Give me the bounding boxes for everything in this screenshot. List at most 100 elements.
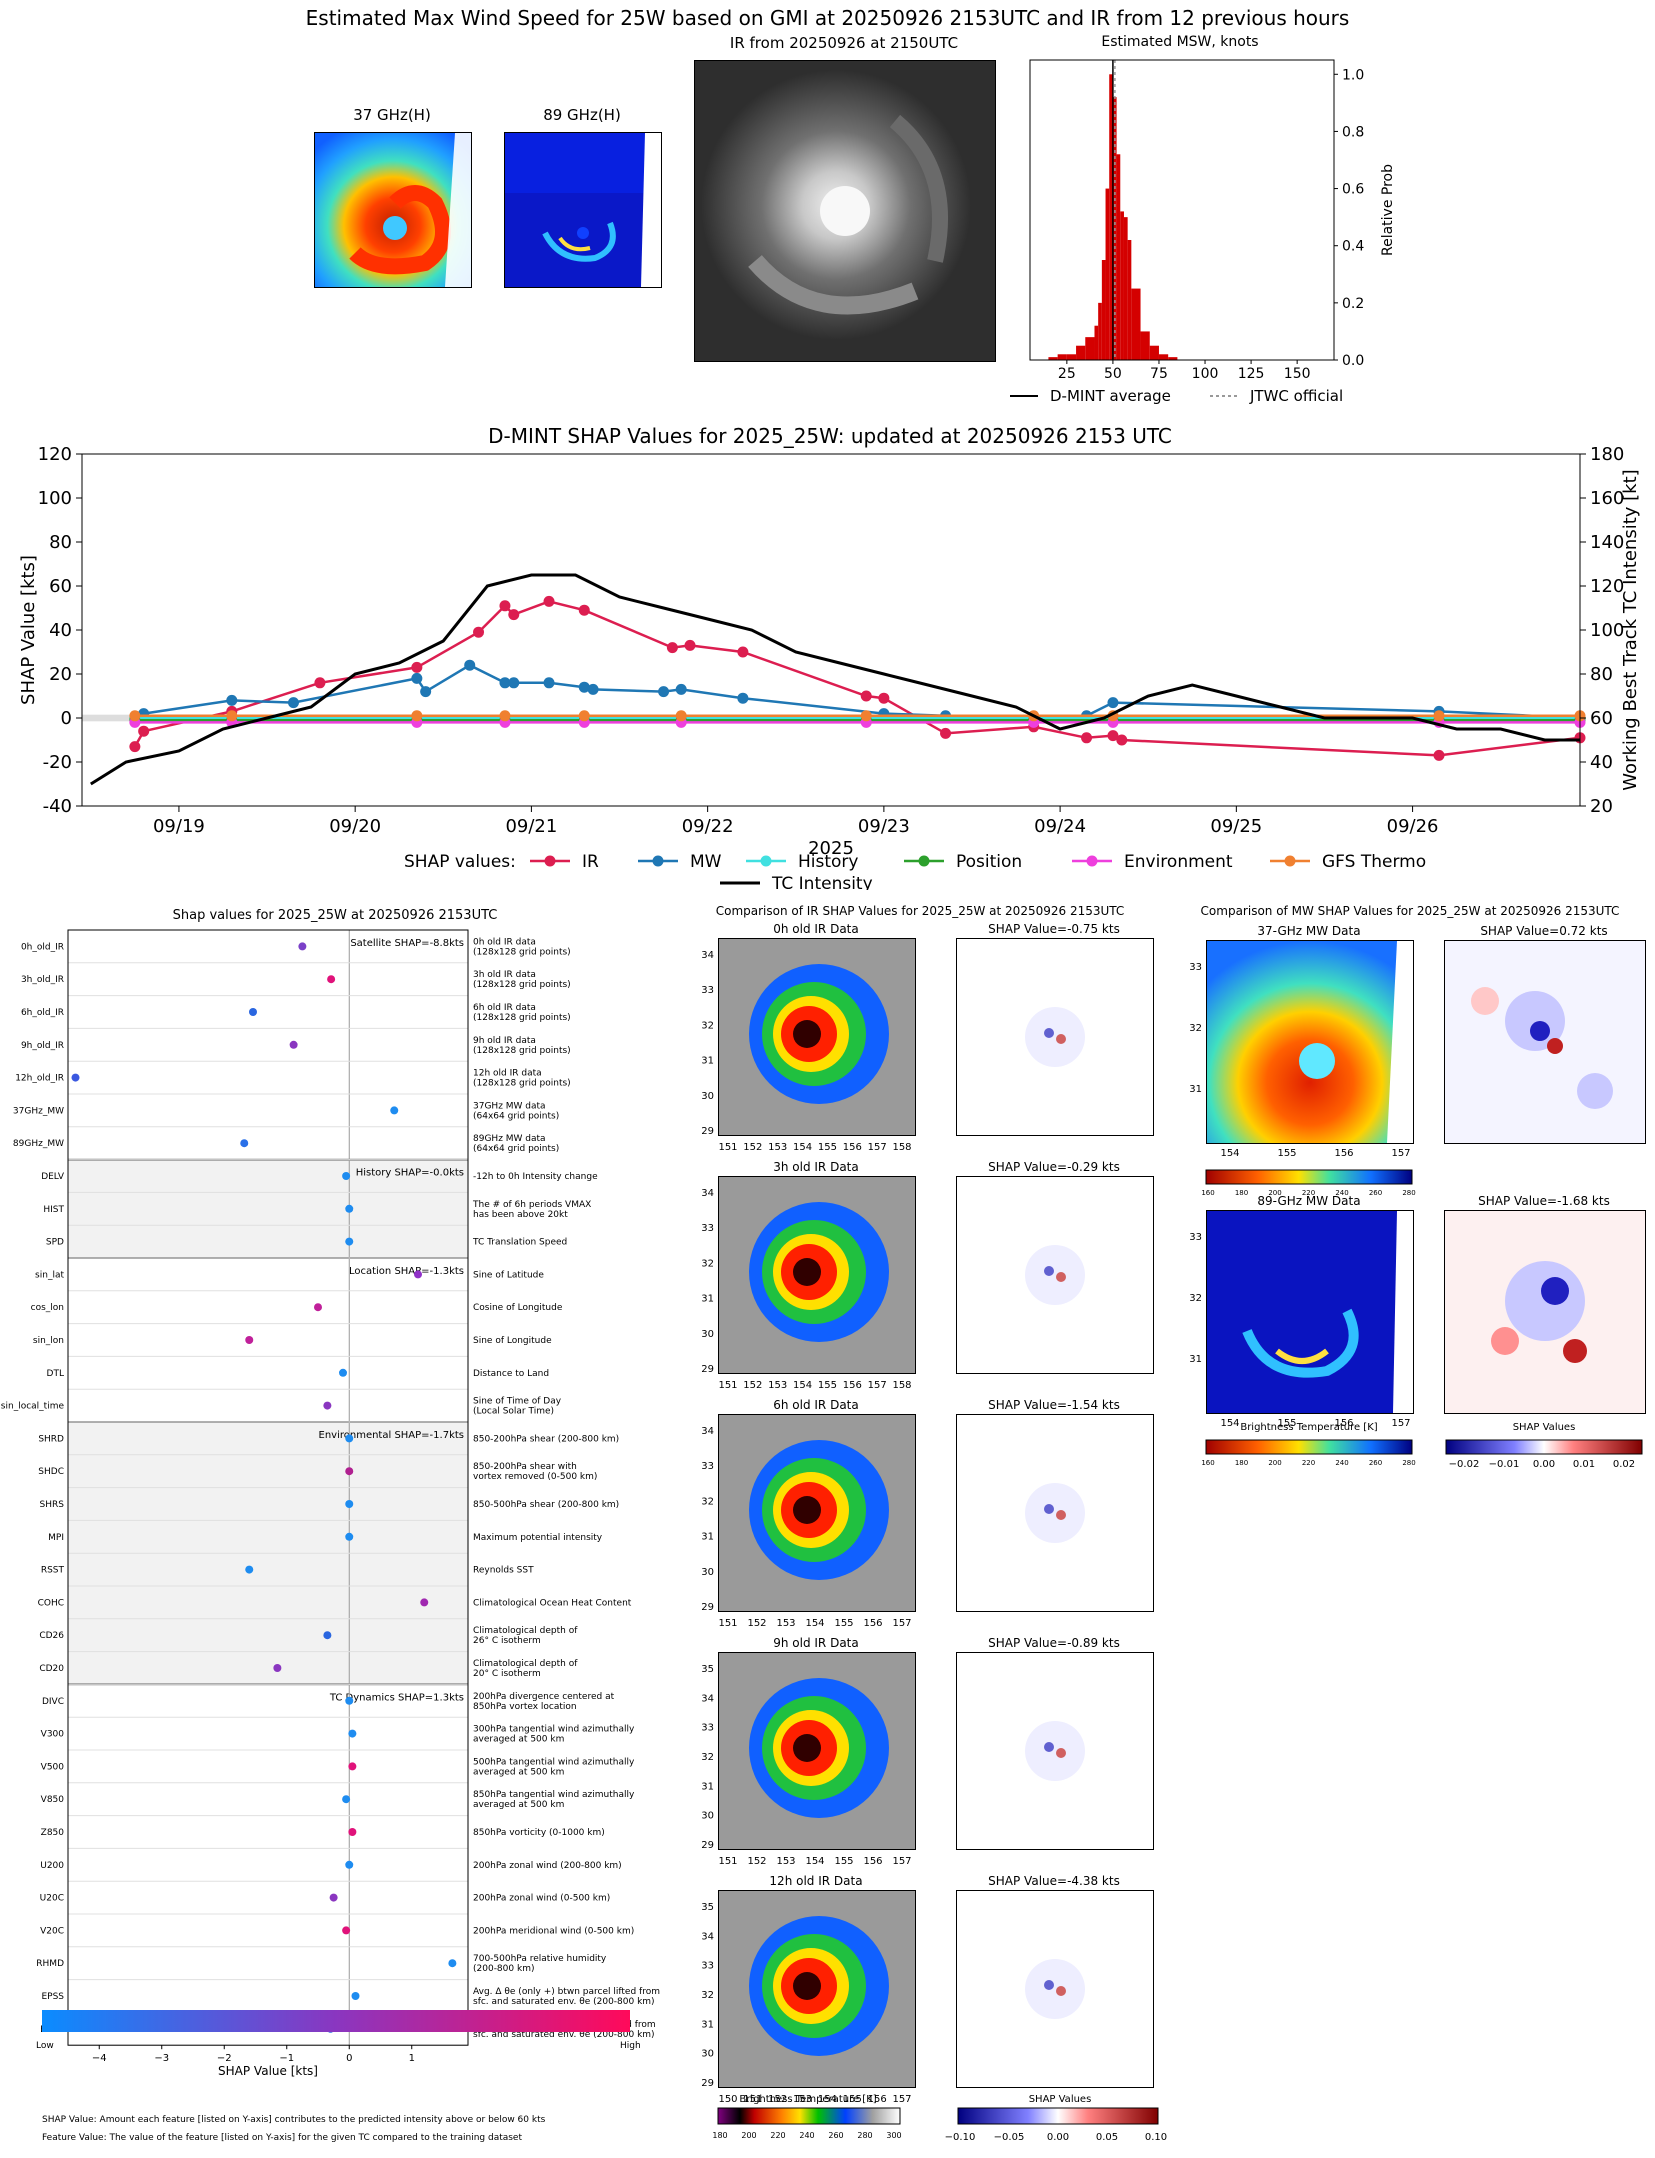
feature-point	[414, 1270, 422, 1279]
feature-name: 3h_old_IR	[21, 975, 64, 985]
feature-desc: -12h to 0h Intensity change	[473, 1172, 598, 1182]
ir-panel-axes: 35 34 33 32 31 30 29 150 151 152 153 154 155 156 157	[701, 1902, 911, 2105]
feature-desc: Sine of Longitude	[473, 1336, 552, 1346]
series-point	[420, 686, 432, 698]
feature-point	[289, 1040, 298, 1049]
series-point	[675, 710, 687, 722]
ir-xtick-label: 157	[892, 1856, 911, 1867]
feature-point	[314, 1303, 322, 1312]
feature-point	[345, 1467, 354, 1476]
msw-histogram: 25 50 75 100 125 150 0.0 0.2 0.4 0.6 0.8 1.0 Relativ…	[1010, 59, 1396, 405]
ir-shap-image	[956, 1890, 1154, 2088]
hist-ytick-label: 1.0	[1342, 67, 1364, 83]
ir-ytick-label: 34	[701, 1693, 714, 1704]
ir-panel-image	[718, 1414, 916, 1612]
mw-xtick-label: 157	[1391, 1418, 1410, 1429]
mw-shap-tick: 0.00	[1533, 1459, 1555, 1470]
ir-xtick-label: 153	[776, 1618, 795, 1629]
hist-bar	[1057, 354, 1067, 360]
ts-y2tick-label: 20	[1590, 796, 1613, 817]
group-label: Environmental SHAP=-1.7kts	[319, 1430, 465, 1441]
feature-desc: (64x64 grid points)	[473, 1111, 559, 1121]
series-point	[860, 710, 872, 722]
feature-frame	[67, 929, 469, 2046]
hist-bar	[1094, 325, 1099, 360]
feature-desc: 89GHz MW data	[473, 1134, 546, 1144]
feature-desc: 300hPa tangential wind azimuthally	[473, 1725, 635, 1735]
ts-y2tick-label: 80	[1590, 664, 1613, 685]
hist-bar	[1101, 260, 1106, 360]
ir-ytick-label: 31	[701, 2019, 714, 2030]
ts-ytick-label: -40	[43, 796, 72, 817]
feature-desc: 0h old IR data	[473, 937, 536, 947]
series-point	[658, 686, 670, 698]
ir-xtick-label: 158	[892, 1142, 911, 1153]
feature-point	[327, 975, 336, 984]
feature-desc: 500hPa tangential wind azimuthally	[473, 1757, 635, 1767]
mw37-panel-label: 37-GHz MW Data	[1257, 924, 1361, 938]
ir-bt-tick: 220	[770, 2131, 785, 2140]
ir-ytick-label: 33	[701, 1223, 714, 1234]
hist-bar	[1066, 354, 1077, 360]
ir-shap-tick: −0.05	[994, 2132, 1025, 2143]
ir-ytick-label: 33	[701, 1723, 714, 1734]
feature-desc: averaged at 500 km	[473, 1767, 564, 1777]
feature-point	[390, 1106, 399, 1115]
hist-xtick-label: 125	[1238, 366, 1265, 382]
feature-point	[345, 1860, 354, 1869]
ir-shap-label: SHAP Value=-4.38 kts	[988, 1874, 1120, 1888]
series-point	[578, 604, 590, 616]
ir-ytick-label: 32	[701, 1990, 714, 2001]
feature-desc: Reynolds SST	[473, 1566, 534, 1576]
ir-xtick-label: 151	[718, 1618, 737, 1629]
series-point	[737, 646, 749, 658]
feature-desc: 200hPa zonal wind (200-800 km)	[473, 1861, 622, 1871]
feature-desc: 20° C isotherm	[473, 1669, 541, 1679]
feature-desc: Sine of Latitude	[473, 1270, 544, 1280]
mw37-bt-tick: 200	[1268, 1189, 1281, 1197]
mw89-bt-tick: 180	[1235, 1459, 1248, 1467]
feature-name: 12h_old_IR	[15, 1074, 64, 1084]
legend-marker	[918, 855, 930, 867]
ts-ytick-label: 60	[49, 576, 72, 597]
mw-panel-axes: 33 32 31 154 155 156 157	[1189, 962, 1410, 1159]
mw89-shap-image	[1444, 1210, 1646, 1414]
mw89-bt-tick: 260	[1369, 1459, 1382, 1467]
ts-legend-prefix: SHAP values:	[404, 852, 516, 872]
feature-name: SHDC	[38, 1467, 64, 1477]
hist-bar	[1109, 74, 1113, 361]
ir-ytick-label: 32	[701, 1020, 714, 1031]
feat-xtick-label: 1	[409, 2053, 415, 2064]
feature-name: cos_lon	[31, 1303, 64, 1313]
feature-point	[342, 1172, 351, 1180]
ir-shap-tick: 0.10	[1145, 2132, 1167, 2143]
ir-panel-image	[718, 938, 916, 1136]
feature-point	[323, 1401, 332, 1410]
series-point	[878, 692, 890, 704]
ir-xtick-label: 152	[747, 1618, 766, 1629]
feature-desc: The # of 6h periods VMAX	[472, 1200, 591, 1210]
ir-xtick-label: 155	[834, 1856, 853, 1867]
series-point	[226, 694, 238, 706]
mw-colorbars: 160 180 200 220 240 260 280 Brightness Temperat…	[1201, 1169, 1643, 1470]
feature-point	[329, 1893, 338, 1902]
series-point	[684, 639, 696, 651]
ir-bt-tick: 180	[712, 2131, 727, 2140]
ir-bt-tick: 240	[799, 2131, 814, 2140]
series-point	[737, 692, 749, 704]
ir-xtick-label: 156	[868, 2094, 887, 2105]
hist-bar	[1076, 345, 1086, 360]
series-line-tc-intensity	[90, 573, 1580, 786]
feature-point	[345, 1237, 354, 1246]
series-point	[587, 683, 599, 695]
ir-bt-tick: 280	[857, 2131, 872, 2140]
ir-bt-cbar-label: Brightness Temperature [K]	[739, 2094, 876, 2105]
ir-panel-label: 0h old IR Data	[773, 922, 859, 936]
ir-shap-label: SHAP Value=-0.75 kts	[988, 922, 1120, 936]
feature-desc: (64x64 grid points)	[473, 1144, 559, 1154]
ir-xtick-label: 155	[834, 1618, 853, 1629]
ir-ytick-label: 30	[701, 2049, 714, 2060]
feature-point	[339, 1368, 347, 1377]
mw89-compare-image	[1206, 1210, 1414, 1414]
mw89-bt-tick: 220	[1302, 1459, 1315, 1467]
